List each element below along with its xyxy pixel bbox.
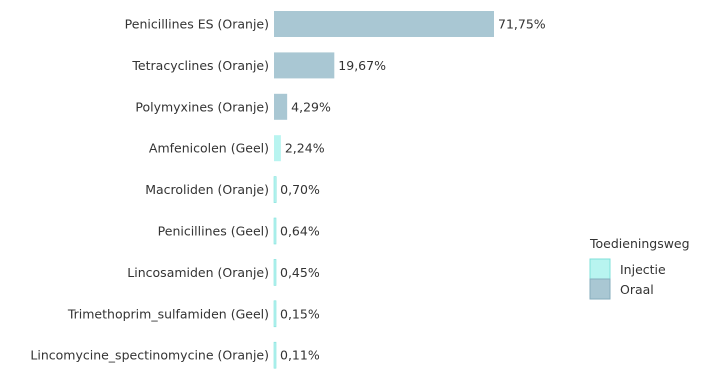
category-label-9: Lincomycine_spectinomycine (Oranje) bbox=[30, 348, 269, 363]
bar-5 bbox=[273, 176, 277, 203]
value-label-5: 0,70% bbox=[280, 182, 320, 197]
legend-title: Toedieningsweg bbox=[589, 236, 690, 251]
legend-swatch-injectie bbox=[589, 258, 611, 280]
category-label-7: Lincosamiden (Oranje) bbox=[127, 265, 269, 280]
category-labels: Penicillines ES (Oranje) Tetracyclines (O… bbox=[30, 17, 269, 363]
category-label-5: Macroliden (Oranje) bbox=[145, 182, 269, 197]
category-label-4: Amfenicolen (Geel) bbox=[149, 141, 269, 156]
value-label-8: 0,15% bbox=[280, 306, 320, 321]
value-label-2: 19,67% bbox=[338, 58, 386, 73]
legend-label-injectie: Injectie bbox=[620, 262, 666, 277]
category-label-8: Trimethoprim_sulfamiden (Geel) bbox=[67, 306, 269, 321]
bar-2 bbox=[274, 52, 335, 79]
bars bbox=[273, 11, 494, 369]
legend-label-oraal: Oraal bbox=[620, 282, 654, 297]
bar-8 bbox=[273, 300, 277, 328]
bar-9 bbox=[273, 341, 277, 369]
bar-1 bbox=[274, 11, 494, 37]
bar-6 bbox=[273, 217, 277, 245]
category-label-1: Penicillines ES (Oranje) bbox=[125, 17, 269, 32]
category-label-3: Polymyxines (Oranje) bbox=[135, 99, 269, 114]
bar-4 bbox=[274, 135, 281, 162]
value-label-1: 71,75% bbox=[498, 17, 546, 32]
value-labels: 71,75% 19,67% 4,29% 2,24% 0,70% 0,64% 0,45% 0,1… bbox=[280, 17, 546, 363]
legend: Toedieningsweg Injectie Oraal bbox=[589, 236, 690, 300]
value-label-7: 0,45% bbox=[280, 265, 320, 280]
value-label-3: 4,29% bbox=[291, 99, 331, 114]
legend-swatch-oraal bbox=[589, 278, 611, 300]
value-label-6: 0,64% bbox=[280, 224, 320, 239]
category-label-2: Tetracyclines (Oranje) bbox=[131, 58, 269, 73]
category-label-6: Penicillines (Geel) bbox=[158, 224, 269, 239]
value-label-9: 0,11% bbox=[280, 348, 320, 363]
value-label-4: 2,24% bbox=[285, 141, 325, 156]
bar-7 bbox=[273, 259, 277, 286]
bar-3 bbox=[274, 93, 288, 120]
